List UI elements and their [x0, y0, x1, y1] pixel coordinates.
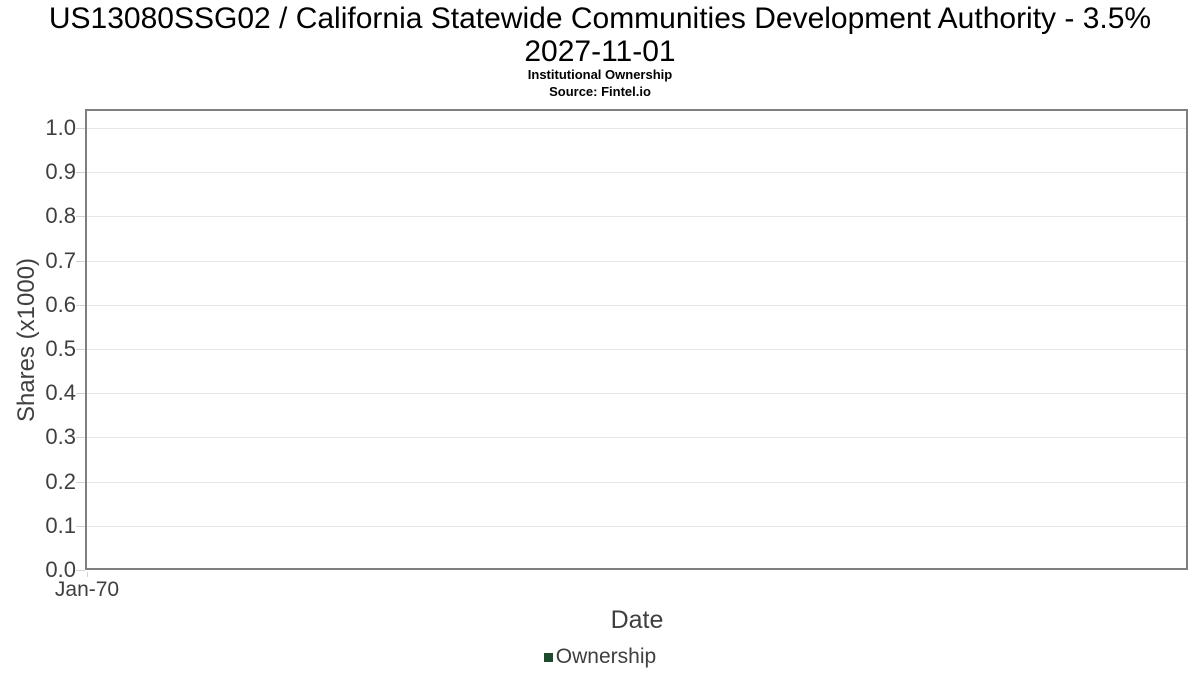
y-tick-label: 0.0 [45, 557, 76, 582]
y-tick-mark [76, 570, 85, 571]
y-tick-label: 0.4 [45, 380, 76, 405]
x-axis-title: Date [610, 606, 664, 634]
legend-label: Ownership [555, 645, 657, 668]
legend: Ownership [0, 644, 1200, 670]
y-gridline [87, 525, 1186, 527]
x-tick-mark [87, 572, 88, 577]
y-tick-label: 0.6 [45, 292, 76, 317]
y-tick-label: 1.0 [45, 115, 76, 140]
y-gridline [87, 481, 1186, 483]
y-tick-mark [76, 526, 85, 527]
chart-subtitle: Institutional Ownership [527, 67, 673, 82]
y-tick-label: 0.8 [45, 203, 76, 228]
y-tick-mark [76, 216, 85, 217]
y-tick-mark [76, 172, 85, 173]
y-tick-mark [76, 305, 85, 306]
chart-title-line2: 2027-11-01 [524, 35, 676, 68]
y-gridline [87, 393, 1186, 395]
y-tick-label: 0.2 [45, 469, 76, 494]
y-tick-label: 0.9 [45, 159, 76, 184]
y-gridline [87, 128, 1186, 129]
y-tick-label: 0.1 [45, 513, 76, 538]
y-tick-mark [76, 349, 85, 350]
legend-item-ownership[interactable]: Ownership [543, 645, 657, 669]
y-tick-mark [76, 482, 85, 483]
legend-swatch-icon [543, 652, 553, 662]
y-gridline [87, 437, 1186, 439]
y-gridline [87, 172, 1186, 174]
y-gridline [87, 349, 1186, 350]
y-tick-mark [76, 261, 85, 262]
y-tick-label: 0.5 [45, 336, 76, 361]
chart-title-line1: US13080SSG02 / California Statewide Comm… [48, 2, 1152, 35]
y-tick-mark [76, 393, 85, 394]
y-gridline [87, 304, 1186, 306]
y-tick-mark [76, 437, 85, 438]
plot-area [85, 109, 1188, 570]
y-tick-mark [76, 128, 85, 129]
y-tick-label: 0.3 [45, 424, 76, 449]
x-tick-label: Jan-70 [54, 578, 120, 601]
y-gridline [87, 260, 1186, 262]
y-gridline [87, 216, 1186, 218]
y-tick-label: 0.7 [45, 248, 76, 273]
chart-source: Source: Fintel.io [549, 84, 651, 99]
